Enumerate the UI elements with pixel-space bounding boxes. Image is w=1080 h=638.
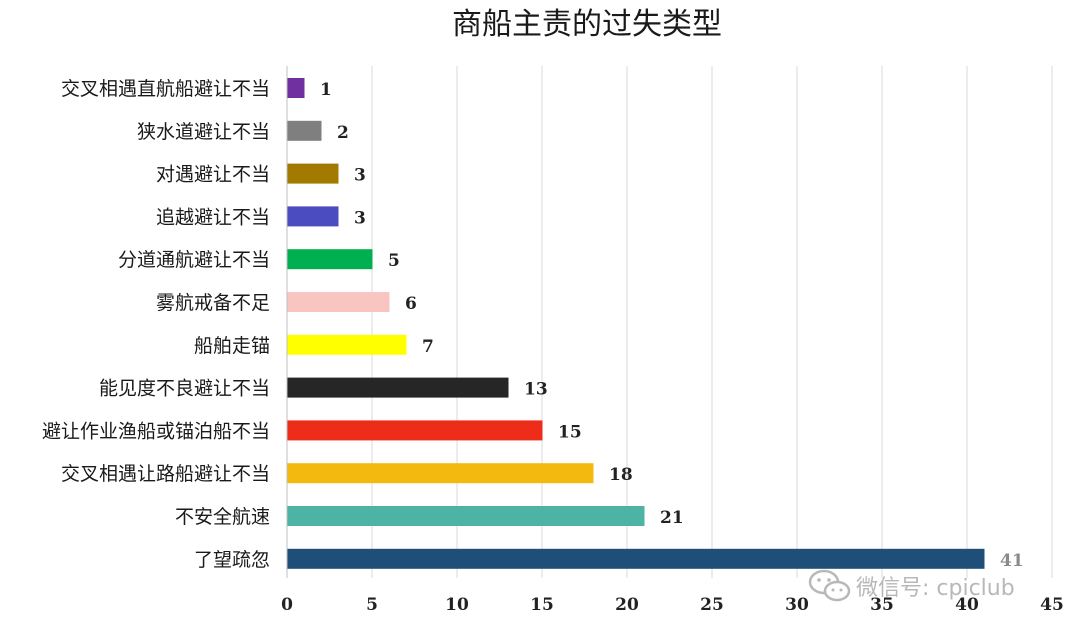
value-label: 15 [558, 422, 582, 442]
bar [287, 292, 390, 312]
bar [287, 420, 543, 441]
category-label: 避让作业渔船或锚泊船不当 [42, 420, 270, 442]
value-label: 7 [422, 337, 434, 357]
category-label: 交叉相遇直航船避让不当 [61, 78, 270, 100]
category-label: 交叉相遇让路船避让不当 [61, 463, 270, 485]
bar [287, 463, 594, 484]
bar [287, 78, 305, 98]
value-label: 21 [660, 508, 684, 528]
bar [287, 163, 339, 184]
x-tick-label: 25 [700, 595, 724, 615]
gridlines [286, 66, 1053, 578]
value-label: 18 [609, 465, 633, 485]
value-label: 6 [405, 294, 417, 314]
value-label: 1 [320, 80, 332, 100]
bar [287, 548, 985, 569]
bar [287, 377, 509, 398]
category-label: 了望疏忽 [194, 549, 270, 571]
category-label: 船舶走锚 [194, 335, 270, 357]
value-label: 3 [354, 208, 366, 228]
value-label: 2 [337, 123, 349, 143]
bar [287, 120, 322, 141]
x-tick-label: 0 [281, 595, 293, 615]
watermark: 微信号: cpiclub [808, 566, 1048, 606]
value-label: 3 [354, 166, 366, 186]
bar [287, 249, 373, 270]
bar [287, 506, 645, 526]
x-tick-label: 45 [1040, 595, 1064, 615]
category-label: 能见度不良避让不当 [99, 378, 270, 400]
category-label: 分道通航避让不当 [118, 249, 270, 271]
bar [287, 206, 339, 227]
bars [287, 78, 985, 569]
category-label: 雾航戒备不足 [156, 292, 270, 314]
x-tick-label: 5 [366, 595, 378, 615]
category-labels: 交叉相遇直航船避让不当狭水道避让不当对遇避让不当追越避让不当分道通航避让不当雾航… [42, 78, 270, 571]
x-tick-label: 15 [530, 595, 554, 615]
x-tick-label: 10 [445, 595, 469, 615]
x-tick-label: 30 [785, 595, 809, 615]
category-label: 狭水道避让不当 [137, 121, 270, 143]
x-axis-ticks: 0 5 10 15 20 25 30 35 40 45 [281, 595, 1064, 615]
x-tick-label: 40 [955, 595, 979, 615]
bar [287, 334, 407, 355]
x-tick-label: 20 [615, 595, 639, 615]
category-label: 追越避让不当 [156, 206, 270, 228]
value-label: 5 [388, 251, 400, 271]
category-label: 不安全航速 [175, 506, 270, 528]
x-tick-label: 35 [870, 595, 894, 615]
watermark-text: 微信号: cpiclub [856, 576, 1015, 601]
value-labels: 1 2 3 3 5 6 7 13 15 18 21 41 [320, 80, 1024, 571]
wechat-icon [808, 569, 851, 602]
chart-title: 商船主责的过失类型 [452, 7, 722, 42]
category-label: 对遇避让不当 [156, 164, 270, 186]
value-label: 41 [1000, 551, 1024, 571]
value-label: 13 [524, 380, 548, 400]
